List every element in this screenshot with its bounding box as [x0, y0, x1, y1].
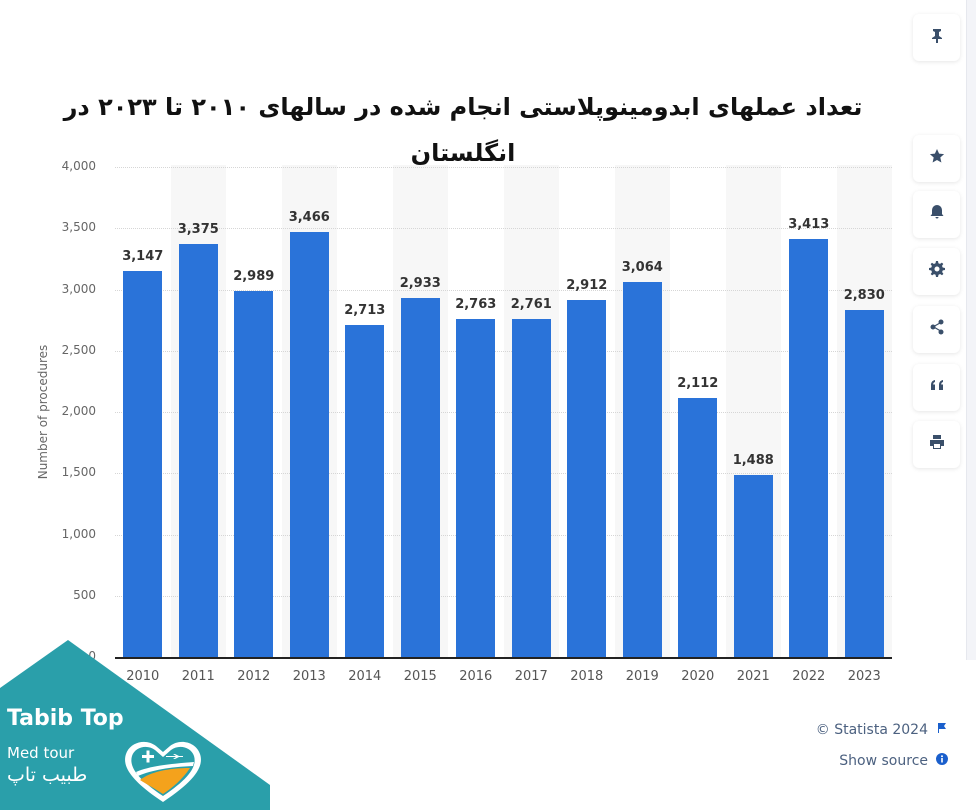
x-tick-label: 2020	[681, 669, 715, 684]
bar-2017[interactable]	[511, 318, 551, 657]
x-tick-label: 2013	[292, 669, 326, 684]
flag-icon[interactable]	[936, 722, 948, 738]
bar-2020[interactable]	[678, 398, 718, 657]
x-tick-label: 2022	[792, 669, 826, 684]
y-tick-label: 4,000	[61, 159, 96, 173]
bar-2018[interactable]	[567, 300, 607, 657]
value-label: 3,466	[288, 210, 330, 226]
info-icon[interactable]	[936, 753, 948, 769]
heart-logo-icon	[125, 741, 201, 802]
gridline	[115, 412, 892, 413]
y-tick-label: 3,000	[61, 281, 96, 296]
y-tick-label: 1,000	[61, 526, 96, 541]
y-tick-label: 2,000	[61, 404, 96, 418]
gridline	[115, 595, 892, 597]
favorite-button[interactable]	[913, 135, 960, 182]
x-axis-line	[115, 657, 892, 659]
value-label: 1,488	[732, 452, 774, 468]
gridline	[115, 473, 892, 475]
x-tick-label: 2016	[459, 669, 493, 684]
gridline	[115, 534, 892, 536]
bar-2011[interactable]	[178, 243, 218, 657]
share-button[interactable]	[913, 306, 960, 353]
value-label: 2,989	[233, 268, 275, 284]
star-icon	[929, 148, 945, 169]
bar-2016[interactable]	[456, 318, 496, 657]
x-tick-label: 2023	[847, 669, 881, 684]
watermark-shape	[0, 640, 270, 810]
pin-icon	[929, 27, 945, 48]
y-tick-label: 1,500	[61, 465, 96, 480]
scrollbar-track[interactable]	[966, 0, 976, 660]
y-tick-label: 500	[73, 587, 96, 602]
value-label: 2,713	[344, 302, 386, 318]
bar-2010[interactable]	[123, 271, 163, 657]
print-button[interactable]	[913, 421, 960, 468]
tabib-top-watermark: Tabib Top Med tour طبیب تاپ	[0, 640, 270, 810]
value-label: 3,147	[122, 249, 164, 265]
x-tick-label: 2019	[625, 669, 659, 684]
gridline	[115, 228, 892, 230]
bar-chart: Number of procedures 0 500 1,000 1,500 2,000…	[36, 159, 892, 684]
value-label: 2,933	[399, 275, 441, 291]
bar-2013[interactable]	[289, 232, 329, 657]
watermark-tagline: Med tour	[7, 744, 75, 762]
value-label: 3,064	[621, 259, 663, 275]
value-label: 2,912	[566, 278, 608, 294]
x-tick-label: 2014	[348, 669, 382, 684]
x-tick-label: 2010	[126, 669, 160, 684]
notification-button[interactable]	[913, 191, 960, 238]
value-label: 2,830	[843, 288, 885, 304]
x-tick-label: 2015	[403, 669, 437, 684]
bar-2021[interactable]	[733, 474, 773, 657]
bar-2019[interactable]	[622, 281, 662, 657]
y-tick-label: 3,500	[61, 220, 96, 235]
bell-icon	[929, 204, 945, 225]
value-label: 2,763	[455, 296, 497, 312]
x-tick-label: 2018	[570, 669, 604, 684]
show-source-link[interactable]: Show source	[839, 753, 928, 769]
y-tick-label: 0	[88, 649, 96, 663]
gridline	[115, 289, 892, 291]
share-icon	[929, 319, 945, 340]
cite-button[interactable]	[913, 364, 960, 411]
gear-icon	[928, 261, 945, 282]
print-icon	[929, 434, 945, 455]
value-label: 3,375	[177, 221, 219, 237]
bar-2023[interactable]	[844, 310, 884, 657]
x-tick-label: 2012	[237, 669, 271, 684]
settings-button[interactable]	[913, 248, 960, 295]
x-tick-label: 2011	[181, 669, 215, 684]
watermark-brand: Tabib Top	[7, 706, 124, 731]
bar-2015[interactable]	[400, 297, 440, 657]
chart-title: تعداد عملهای ابدومینوپلاستی انجام شده در…	[40, 84, 886, 167]
watermark-brand-fa: طبیب تاپ	[7, 764, 88, 786]
value-label: 3,413	[788, 216, 830, 232]
y-tick-label: 2,500	[61, 342, 96, 357]
quote-icon	[929, 377, 945, 398]
bar-2014[interactable]	[345, 324, 385, 657]
value-label: 2,761	[510, 296, 552, 312]
bar-2022[interactable]	[789, 238, 829, 657]
credits: © Statista 2024 Show source	[816, 720, 948, 782]
gridline	[115, 350, 892, 352]
gridline	[115, 167, 892, 168]
bar-2012[interactable]	[234, 290, 274, 657]
x-tick-label: 2021	[736, 669, 770, 684]
x-tick-label: 2017	[514, 669, 548, 684]
copyright-text[interactable]: © Statista 2024	[815, 722, 928, 738]
pin-button[interactable]	[913, 14, 960, 61]
value-label: 2,112	[677, 376, 719, 392]
